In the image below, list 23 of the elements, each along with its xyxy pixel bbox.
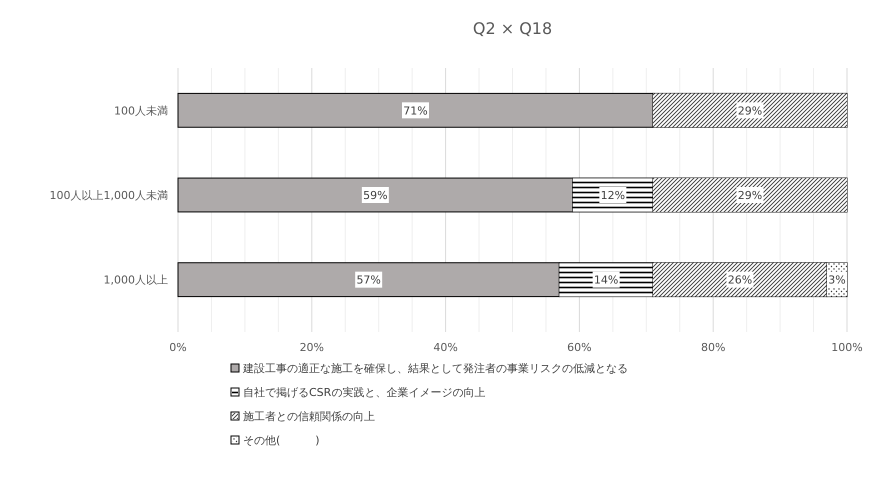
x-tick-label: 0% bbox=[169, 341, 187, 354]
legend-label: その他( ) bbox=[243, 434, 320, 447]
data-label: 29% bbox=[738, 189, 762, 202]
y-tick-label: 100人以上1,000人未満 bbox=[50, 189, 168, 202]
data-label: 59% bbox=[363, 189, 388, 202]
x-tick-label: 40% bbox=[433, 341, 458, 354]
chart-title: Q2 × Q18 bbox=[472, 19, 552, 38]
data-label: 3% bbox=[828, 274, 846, 287]
data-label: 26% bbox=[728, 274, 752, 287]
data-label: 12% bbox=[600, 189, 626, 202]
y-tick-label: 100人未満 bbox=[114, 104, 168, 118]
data-label: 14% bbox=[594, 274, 618, 287]
data-label: 29% bbox=[738, 104, 762, 118]
legend-label: 施工者との信頼関係の向上 bbox=[243, 410, 375, 423]
legend-label: 自社で掲げるCSRの実践と、企業イメージの向上 bbox=[243, 386, 486, 399]
y-tick-label: 1,000人以上 bbox=[104, 274, 168, 287]
x-tick-label: 100% bbox=[831, 341, 863, 354]
x-tick-label: 80% bbox=[700, 341, 726, 354]
legend-label: 建設工事の適正な施工を確保し、結果として発注者の事業リスクの低減となる bbox=[242, 362, 628, 375]
x-tick-label: 20% bbox=[300, 341, 324, 354]
data-label: 57% bbox=[356, 274, 381, 287]
data-label: 71% bbox=[403, 104, 428, 118]
x-tick-label: 60% bbox=[567, 341, 592, 354]
